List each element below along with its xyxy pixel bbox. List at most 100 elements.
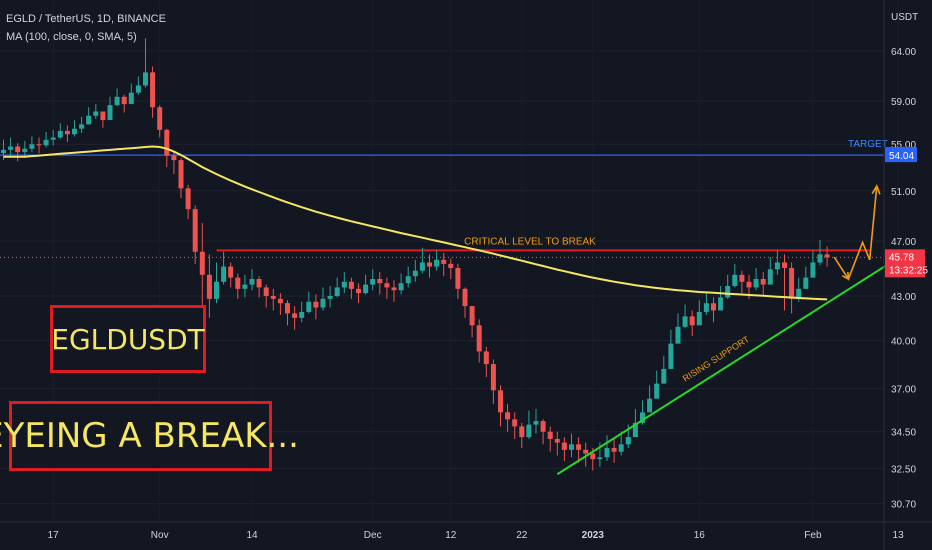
price-tick-label: 30.70 bbox=[891, 500, 916, 511]
candle-body bbox=[285, 303, 290, 314]
last-price-tag bbox=[885, 249, 925, 278]
candle-body bbox=[817, 254, 823, 263]
time-tick-label: 13 bbox=[893, 530, 905, 541]
candle-body bbox=[206, 274, 212, 299]
candle-body bbox=[107, 105, 113, 121]
candle-body bbox=[618, 444, 624, 452]
candles-layer bbox=[1, 38, 830, 471]
time-tick-label: Feb bbox=[804, 530, 822, 541]
candle-body bbox=[661, 368, 667, 384]
candle-body bbox=[391, 287, 397, 291]
candle-body bbox=[348, 281, 354, 289]
candle-body bbox=[796, 288, 802, 299]
candle-body bbox=[249, 278, 255, 285]
candle-body bbox=[306, 301, 312, 312]
candle-body bbox=[1, 149, 6, 153]
price-tick-label: 43.00 bbox=[891, 292, 916, 303]
time-tick-label: 14 bbox=[246, 530, 258, 541]
candle-body bbox=[803, 277, 809, 289]
candle-body bbox=[540, 421, 546, 432]
target-label: TARGET bbox=[848, 139, 888, 150]
candle-body bbox=[505, 412, 511, 420]
candle-body bbox=[654, 383, 660, 399]
candle-body bbox=[696, 311, 702, 326]
candle-body bbox=[341, 281, 347, 288]
candle-body bbox=[313, 301, 319, 308]
candle-body bbox=[462, 288, 468, 307]
candle-body bbox=[782, 262, 787, 268]
time-tick-label: 16 bbox=[694, 530, 706, 541]
candle-body bbox=[327, 295, 333, 299]
candle-body bbox=[434, 259, 440, 267]
candle-body bbox=[526, 424, 532, 438]
candle-body bbox=[64, 130, 70, 135]
candle-body bbox=[114, 96, 120, 106]
candle-body bbox=[334, 287, 340, 296]
candle-body bbox=[512, 419, 518, 427]
time-tick-label: 12 bbox=[445, 530, 457, 541]
candle-body bbox=[689, 316, 695, 326]
candle-body bbox=[675, 326, 681, 344]
candle-body bbox=[320, 298, 326, 308]
candle-body bbox=[448, 263, 454, 268]
candle-body bbox=[36, 144, 42, 146]
price-tick-label: 64.00 bbox=[891, 47, 916, 58]
chart-title[interactable]: EGLD / TetherUS, 1D, BINANCE bbox=[6, 13, 166, 25]
candle-body bbox=[277, 298, 283, 304]
last-price-text: 45.78 bbox=[889, 252, 914, 263]
candle-body bbox=[256, 278, 262, 288]
candle-body bbox=[569, 444, 574, 450]
indicator-legend[interactable]: MA (100, close, 0, SMA, 5) bbox=[6, 31, 137, 43]
candle-body bbox=[441, 259, 447, 264]
candle-body bbox=[22, 148, 28, 153]
moving-average-line bbox=[3, 145, 828, 301]
projection-path bbox=[833, 185, 878, 281]
trend-overlays bbox=[3, 145, 892, 476]
candle-body bbox=[143, 72, 148, 86]
candle-body bbox=[299, 311, 305, 318]
candle-body bbox=[746, 281, 752, 288]
candle-body bbox=[668, 343, 674, 369]
time-tick-label: 2023 bbox=[582, 530, 605, 541]
candle-body bbox=[760, 278, 766, 285]
rising-support-line bbox=[556, 261, 892, 476]
candle-body bbox=[128, 92, 134, 105]
price-axis-currency: USDT bbox=[891, 12, 918, 23]
price-tick-label: 59.00 bbox=[891, 97, 916, 108]
candle-body bbox=[356, 288, 361, 294]
candle-body bbox=[561, 442, 567, 450]
candle-body bbox=[235, 277, 241, 289]
candle-body bbox=[363, 284, 369, 294]
price-tick-label: 37.00 bbox=[891, 385, 916, 396]
candle-body bbox=[647, 398, 653, 413]
time-tick-label: 17 bbox=[48, 530, 60, 541]
candle-body bbox=[632, 422, 638, 438]
candle-body bbox=[79, 124, 85, 129]
candle-body bbox=[625, 437, 631, 445]
candle-body bbox=[583, 449, 589, 454]
price-tick-label: 40.00 bbox=[891, 337, 916, 348]
candle-body bbox=[57, 130, 63, 138]
candle-body bbox=[483, 351, 489, 365]
price-tick-label: 51.00 bbox=[891, 187, 916, 198]
candle-body bbox=[377, 278, 383, 284]
candle-body bbox=[490, 364, 496, 391]
candle-body bbox=[15, 146, 21, 153]
price-tick-label: 34.50 bbox=[891, 428, 916, 439]
dip-arrowhead bbox=[841, 271, 850, 281]
candle-body bbox=[732, 274, 738, 287]
target-price-text: 54.04 bbox=[889, 151, 914, 162]
time-tick-label: Nov bbox=[151, 530, 169, 541]
candle-body bbox=[640, 412, 645, 423]
candle-body bbox=[178, 160, 184, 189]
candle-body bbox=[121, 96, 127, 105]
candle-body bbox=[533, 421, 539, 425]
candle-body bbox=[554, 438, 560, 443]
candle-body bbox=[725, 286, 731, 298]
candle-body bbox=[135, 85, 141, 93]
candle-body bbox=[292, 313, 298, 318]
price-tick-label: 55.00 bbox=[891, 140, 916, 151]
candle-body bbox=[164, 129, 170, 156]
candle-body bbox=[384, 283, 390, 288]
